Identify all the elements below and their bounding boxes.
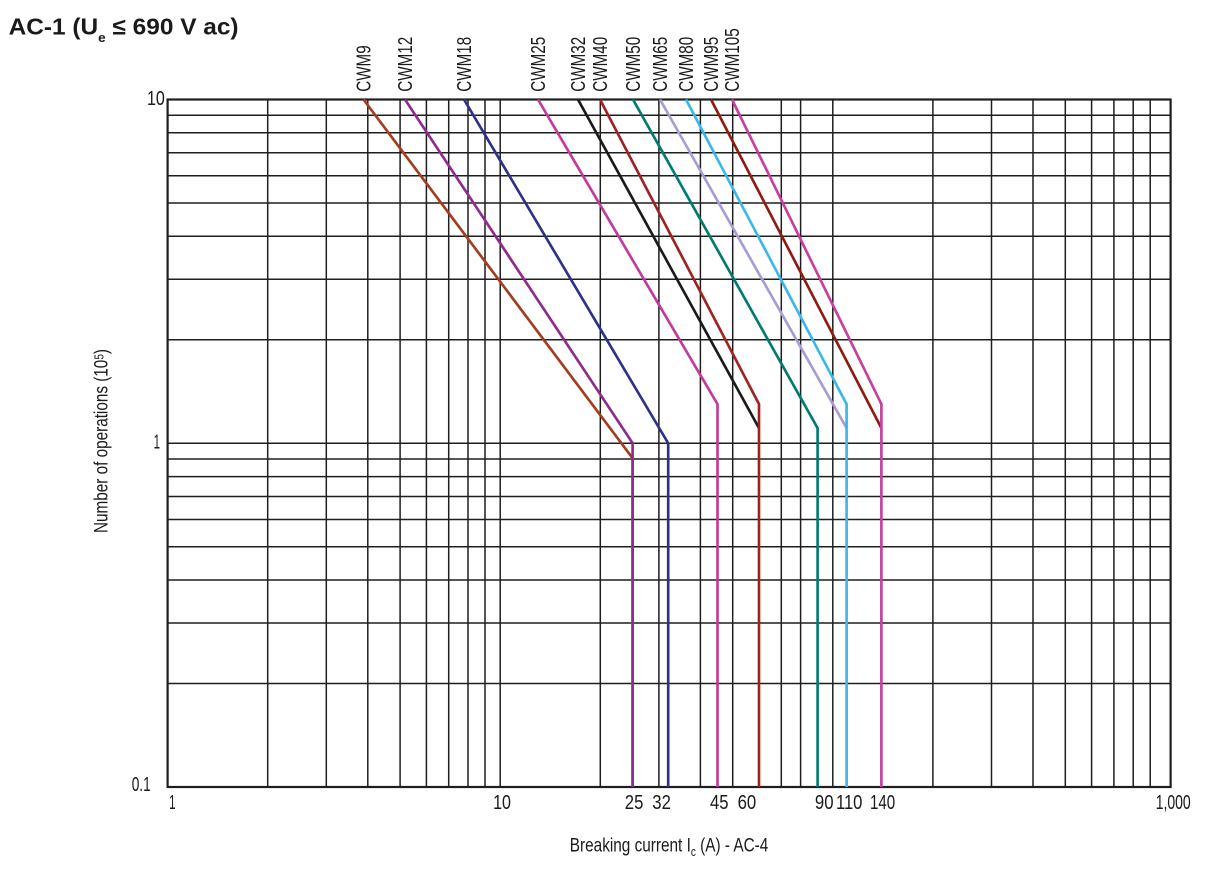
svg-text:CWM25: CWM25 bbox=[528, 37, 550, 92]
svg-text:10: 10 bbox=[147, 88, 165, 110]
svg-text:25: 25 bbox=[625, 792, 644, 814]
svg-text:90: 90 bbox=[815, 792, 834, 814]
svg-text:CWM18: CWM18 bbox=[454, 37, 476, 92]
svg-text:CWM50: CWM50 bbox=[623, 37, 645, 92]
svg-text:1: 1 bbox=[169, 792, 175, 814]
svg-text:Number of operations (105): Number of operations (105) bbox=[92, 349, 113, 533]
svg-text:CWM80: CWM80 bbox=[676, 37, 698, 92]
svg-text:CWM9: CWM9 bbox=[354, 45, 376, 92]
svg-text:CWM95: CWM95 bbox=[701, 37, 723, 92]
svg-text:1,000: 1,000 bbox=[1156, 792, 1191, 814]
svg-text:CWM40: CWM40 bbox=[590, 37, 612, 92]
svg-text:45: 45 bbox=[710, 792, 729, 814]
svg-text:0.1: 0.1 bbox=[132, 774, 151, 796]
svg-text:CWM12: CWM12 bbox=[395, 37, 417, 92]
svg-text:1: 1 bbox=[154, 432, 160, 454]
svg-text:Breaking current Ic (A) - AC-4: Breaking current Ic (A) - AC-4 bbox=[570, 835, 769, 859]
svg-text:CWM105: CWM105 bbox=[722, 28, 744, 92]
svg-text:32: 32 bbox=[652, 792, 671, 814]
svg-text:110: 110 bbox=[836, 792, 862, 814]
svg-text:CWM65: CWM65 bbox=[650, 37, 672, 92]
svg-text:10: 10 bbox=[493, 792, 511, 814]
svg-text:140: 140 bbox=[870, 792, 895, 814]
svg-text:60: 60 bbox=[738, 792, 757, 814]
svg-text:CWM32: CWM32 bbox=[568, 37, 590, 92]
